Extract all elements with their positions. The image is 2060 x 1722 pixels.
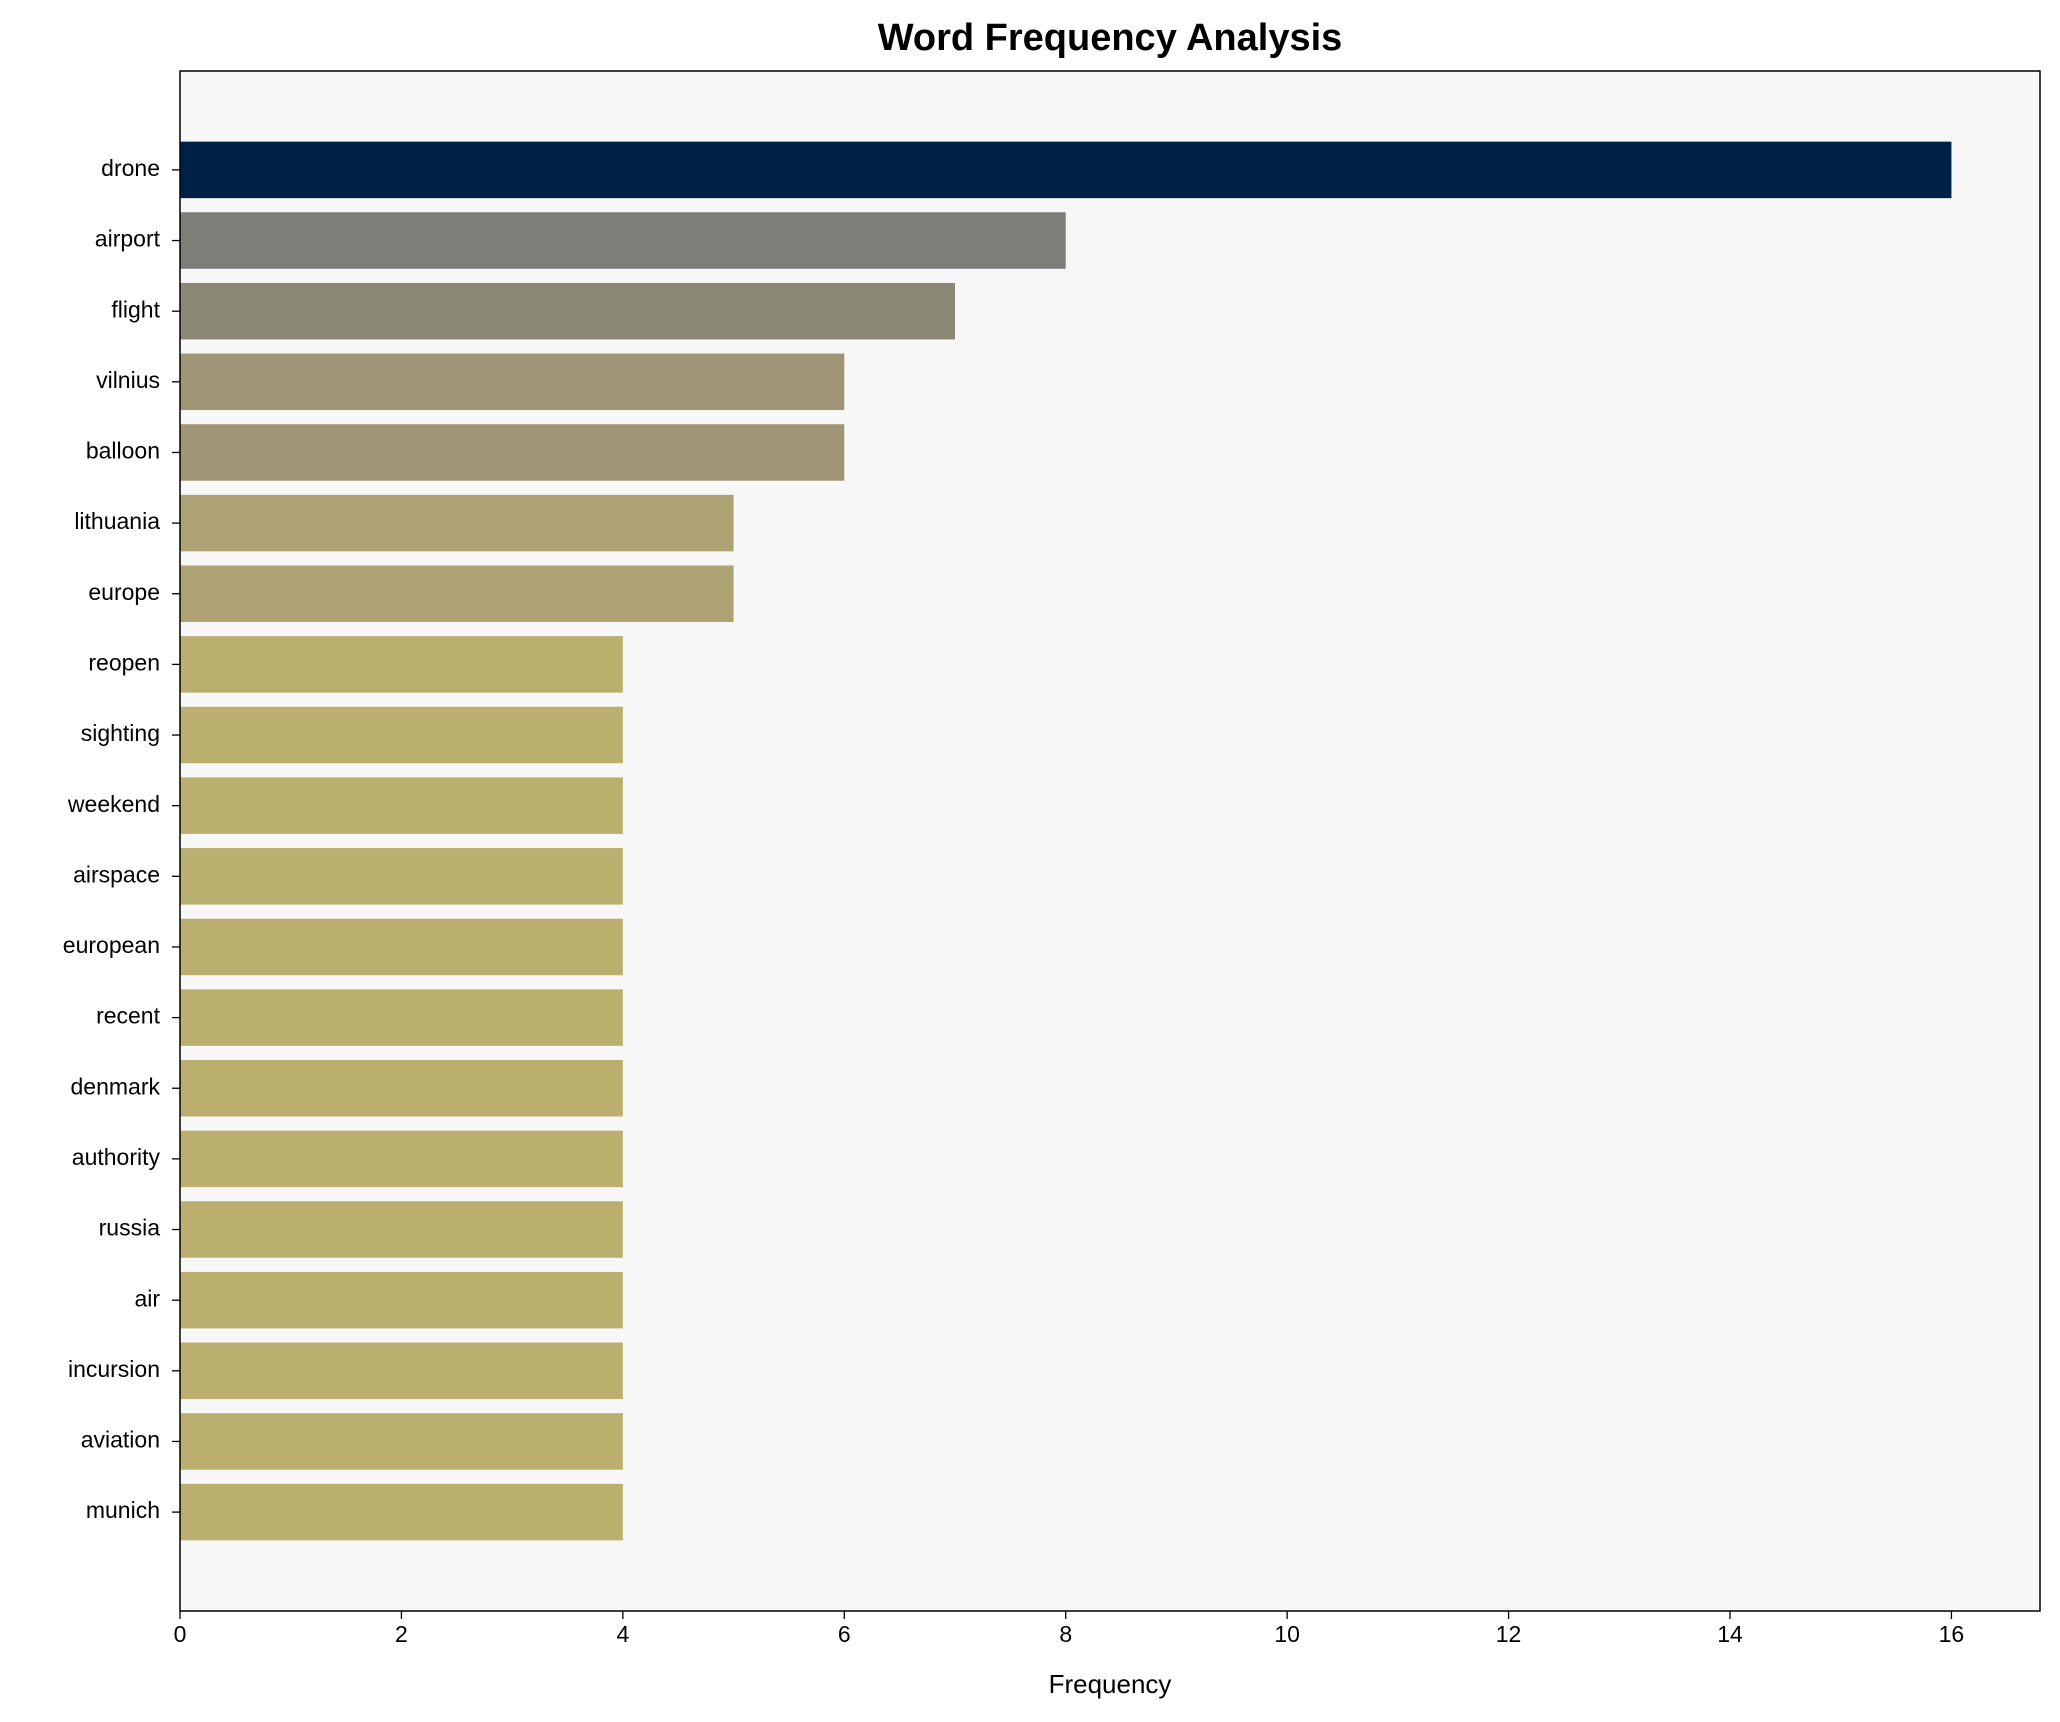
- y-tick-label: balloon: [86, 438, 160, 464]
- bar: [180, 706, 623, 764]
- x-tick-label: 6: [838, 1621, 851, 1647]
- y-tick-label: authority: [72, 1144, 161, 1170]
- y-tick-label: recent: [96, 1003, 161, 1029]
- bar: [180, 636, 623, 693]
- chart-title: Word Frequency Analysis: [878, 17, 1343, 59]
- y-tick-label: europe: [88, 579, 160, 605]
- x-tick-label: 10: [1274, 1621, 1300, 1647]
- y-tick-label: vilnius: [96, 367, 160, 393]
- y-tick-label: air: [134, 1285, 160, 1311]
- y-tick-label: european: [63, 932, 160, 958]
- x-tick-label: 0: [174, 1621, 187, 1647]
- y-tick-label: munich: [86, 1497, 160, 1523]
- y-tick-label: russia: [99, 1215, 161, 1241]
- bar: [180, 1271, 623, 1329]
- bar: [180, 1059, 623, 1117]
- y-tick-label: lithuania: [74, 508, 160, 534]
- x-tick-label: 2: [395, 1621, 408, 1647]
- y-tick-label: incursion: [68, 1356, 160, 1382]
- y-tick-label: drone: [101, 155, 160, 181]
- y-tick-label: reopen: [88, 649, 160, 675]
- x-axis-label: Frequency: [1049, 1669, 1172, 1699]
- bar: [180, 1483, 623, 1541]
- bar: [180, 848, 623, 905]
- plot-frame: [179, 70, 2041, 1612]
- bar: [180, 1342, 623, 1400]
- y-tick-label: flight: [111, 296, 160, 322]
- bar: [180, 1413, 623, 1470]
- y-tick-label: denmark: [71, 1073, 161, 1099]
- bar: [180, 141, 1952, 199]
- y-tick-label: airspace: [73, 861, 160, 887]
- x-tick-label: 12: [1496, 1621, 1522, 1647]
- bar: [180, 1201, 623, 1258]
- bar: [180, 212, 1066, 269]
- y-tick-label: aviation: [81, 1427, 160, 1453]
- x-tick-label: 4: [616, 1621, 629, 1647]
- bar: [180, 565, 734, 623]
- bar: [180, 494, 734, 552]
- x-tick-label: 8: [1059, 1621, 1072, 1647]
- bar: [180, 353, 845, 411]
- x-tick-label: 16: [1939, 1621, 1965, 1647]
- y-tick-label: weekend: [67, 791, 160, 817]
- bar: [180, 1130, 623, 1188]
- bar: [180, 282, 955, 340]
- y-tick-label: airport: [95, 226, 161, 252]
- bar: [180, 424, 845, 481]
- bar: [180, 989, 623, 1046]
- y-tick-label: sighting: [81, 720, 160, 746]
- bar: [180, 918, 623, 976]
- x-tick-label: 14: [1717, 1621, 1743, 1647]
- bar: [180, 777, 623, 834]
